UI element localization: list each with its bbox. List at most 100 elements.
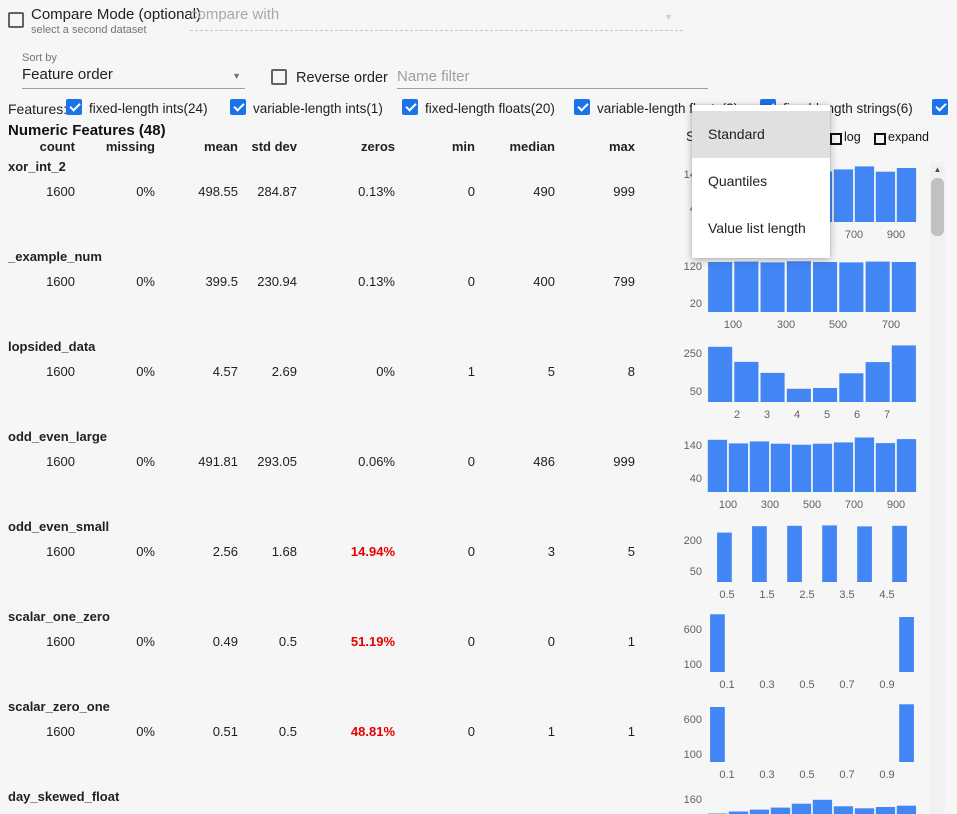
x-axis-tick: 0.7 <box>839 679 855 691</box>
log-checkbox[interactable] <box>830 133 842 145</box>
stat-count: 1600 <box>46 184 75 199</box>
compare-mode-sublabel: select a second dataset <box>31 24 147 36</box>
feature-type-checkbox[interactable] <box>932 99 948 115</box>
y-axis-tick: 120 <box>683 261 702 273</box>
x-axis-tick: 5 <box>823 409 831 421</box>
stat-missing: 0% <box>136 724 155 739</box>
feature-row: scalar_one_zero 1600 0% 0.49 0.5 51.19% … <box>0 607 957 697</box>
compare-with-select[interactable]: compare with ▼ <box>190 6 683 31</box>
sort-by-value: Feature order <box>22 66 113 83</box>
stat-zeros: 51.19% <box>350 634 395 649</box>
stat-max: 1 <box>627 634 635 649</box>
name-filter-input[interactable] <box>397 64 708 89</box>
feature-type-checkbox[interactable] <box>402 99 418 115</box>
stat-count: 1600 <box>46 544 75 559</box>
histogram <box>708 261 916 312</box>
x-axis-tick: 3 <box>763 409 771 421</box>
menu-item-quantiles[interactable]: Quantiles <box>708 173 768 189</box>
column-header-mean: mean <box>204 139 238 154</box>
stat-std-dev: 2.69 <box>271 364 297 379</box>
stat-zeros: 14.94% <box>350 544 395 559</box>
feature-name: lopsided_data <box>8 339 96 354</box>
stat-median: 1 <box>547 724 555 739</box>
histogram <box>708 345 916 402</box>
column-header-min: min <box>451 139 475 154</box>
histogram <box>710 704 914 762</box>
x-axis-tick: 0.7 <box>839 769 855 781</box>
menu-item-standard[interactable]: Standard <box>692 111 830 158</box>
feature-chart: 600 100 0.1 0.3 0.5 0.7 0.9 <box>655 697 930 787</box>
feature-type-label: variable-length ints(1) <box>253 101 383 116</box>
stat-missing: 0% <box>136 544 155 559</box>
x-axis-tick: 0.9 <box>879 769 895 781</box>
feature-name: _example_num <box>8 249 102 264</box>
stat-min: 1 <box>467 364 475 379</box>
x-axis-tick: 7 <box>883 409 891 421</box>
feature-name: xor_int_2 <box>8 159 66 174</box>
stat-std-dev: 0.5 <box>278 724 297 739</box>
stat-count: 1600 <box>46 454 75 469</box>
feature-type-checkbox[interactable] <box>574 99 590 115</box>
x-axis-tick: 100 <box>723 319 743 331</box>
compare-mode-checkbox[interactable] <box>8 12 24 28</box>
y-axis-tick: 40 <box>689 473 702 485</box>
x-axis-tick: 0.5 <box>799 769 815 781</box>
stat-mean: 399.5 <box>205 274 238 289</box>
feature-row: odd_even_small 1600 0% 2.56 1.68 14.94% … <box>0 517 957 607</box>
column-header-count: count <box>39 139 75 154</box>
stat-median: 3 <box>547 544 555 559</box>
column-header-missing: missing <box>105 139 155 154</box>
stat-max: 5 <box>627 544 635 559</box>
column-header-std-dev: std dev <box>251 139 297 154</box>
y-axis-tick: 100 <box>683 659 702 671</box>
menu-item-value-list-length[interactable]: Value list length <box>708 220 806 236</box>
stat-max: 8 <box>627 364 635 379</box>
scroll-up-icon[interactable]: ▲ <box>933 165 942 174</box>
feature-type-label: fixed-length ints(24) <box>89 101 208 116</box>
stat-min: 0 <box>467 634 475 649</box>
x-axis-tick: 0.1 <box>719 679 735 691</box>
stat-missing: 0% <box>136 274 155 289</box>
feature-row: scalar_zero_one 1600 0% 0.51 0.5 48.81% … <box>0 697 957 787</box>
stat-std-dev: 284.87 <box>257 184 297 199</box>
stat-min: 0 <box>467 184 475 199</box>
feature-type-checkbox[interactable] <box>66 99 82 115</box>
stat-median: 490 <box>533 184 555 199</box>
feature-name: odd_even_small <box>8 519 110 534</box>
feature-chart: 140 40 100 300 500 700 900 <box>655 427 930 517</box>
x-axis-tick: 700 <box>844 229 864 241</box>
stat-zeros: 48.81% <box>350 724 395 739</box>
sort-by-select[interactable]: Feature order ▼ <box>22 66 245 89</box>
section-title: Numeric Features (48) <box>8 122 166 139</box>
reverse-order-checkbox[interactable] <box>271 69 287 85</box>
compare-mode-label: Compare Mode (optional) <box>31 6 202 23</box>
x-axis-tick: 3.5 <box>839 589 855 601</box>
x-axis-tick: 700 <box>844 499 864 511</box>
feature-chart: 160 <box>655 787 930 814</box>
y-axis-tick: 200 <box>683 535 702 547</box>
feature-name: scalar_one_zero <box>8 609 110 624</box>
column-header-zeros: zeros <box>361 139 395 154</box>
stat-missing: 0% <box>136 454 155 469</box>
x-axis-tick: 2.5 <box>799 589 815 601</box>
stat-missing: 0% <box>136 634 155 649</box>
x-axis-tick: 4.5 <box>879 589 895 601</box>
column-header-median: median <box>509 139 555 154</box>
scrollbar-thumb[interactable] <box>931 178 944 236</box>
feature-type-checkbox[interactable] <box>230 99 246 115</box>
feature-name: scalar_zero_one <box>8 699 110 714</box>
expand-checkbox[interactable] <box>874 133 886 145</box>
vertical-scrollbar[interactable]: ▲ <box>930 162 945 814</box>
stat-zeros: 0.13% <box>358 184 395 199</box>
stat-mean: 0.49 <box>212 634 238 649</box>
histogram <box>707 437 917 492</box>
stat-max: 999 <box>613 184 635 199</box>
x-axis-tick: 700 <box>881 319 901 331</box>
feature-row: _example_num 1600 0% 399.5 230.94 0.13% … <box>0 247 957 337</box>
x-axis-tick: 500 <box>828 319 848 331</box>
column-header-max: max <box>608 139 635 154</box>
x-axis-tick: 900 <box>886 499 906 511</box>
feature-row: lopsided_data 1600 0% 4.57 2.69 0% 1 5 8… <box>0 337 957 427</box>
stat-std-dev: 230.94 <box>257 274 297 289</box>
